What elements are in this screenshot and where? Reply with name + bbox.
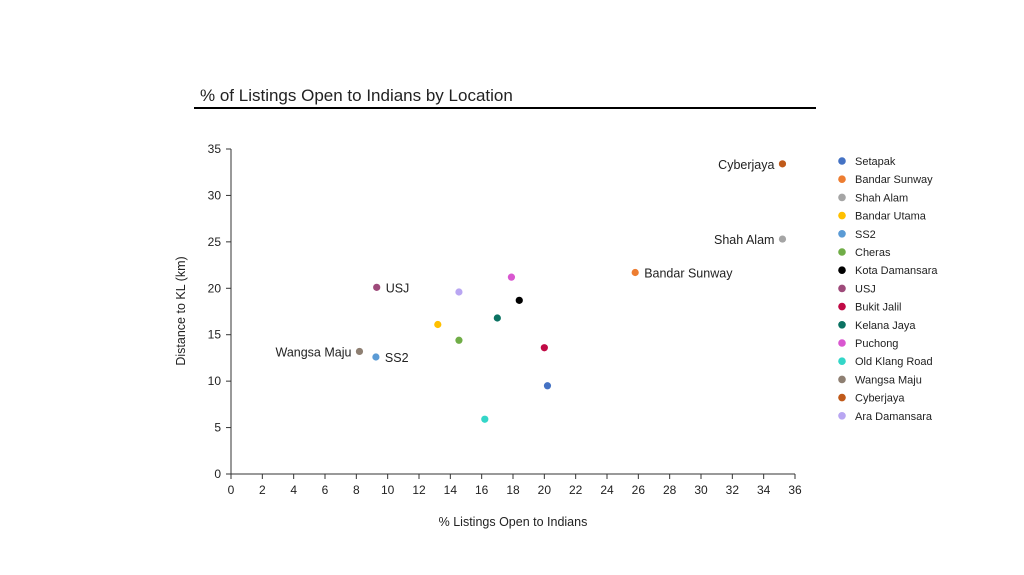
legend-label: Wangsa Maju [855, 374, 922, 386]
legend-label: Old Klang Road [855, 356, 933, 368]
legend-item: Cyberjaya [838, 393, 905, 405]
x-tick-label: 4 [290, 483, 297, 497]
legend-label: Ara Damansara [855, 411, 933, 423]
data-point [515, 296, 523, 304]
legend-label: USJ [855, 283, 876, 295]
x-tick-label: 14 [444, 483, 458, 497]
legend-label: SS2 [855, 229, 876, 241]
x-tick-label: 10 [381, 483, 395, 497]
legend-marker [838, 302, 846, 311]
x-tick-label: 36 [788, 483, 802, 497]
legend-item: Kota Damansara [838, 265, 938, 277]
data-point [355, 347, 364, 356]
legend-label: Cyberjaya [855, 393, 905, 405]
legend-label: Bandar Sunway [855, 174, 933, 186]
data-point [493, 314, 501, 322]
legend-marker [838, 412, 846, 420]
y-axis-label: Distance to KL (km) [174, 256, 188, 365]
legend-item: Wangsa Maju [838, 374, 922, 386]
legend-marker [838, 393, 846, 402]
point-label: Cyberjaya [718, 158, 774, 172]
legend-item: Bukit Jalil [838, 302, 901, 314]
legend-marker [838, 175, 846, 183]
x-tick-label: 18 [506, 483, 520, 497]
y-tick-label: 5 [214, 421, 221, 435]
legend-marker [838, 211, 846, 220]
data-point [631, 268, 639, 277]
legend-marker [838, 321, 846, 329]
x-tick-label: 30 [694, 483, 708, 497]
point-label: Bandar Sunway [644, 267, 733, 281]
x-axis-label: % Listings Open to Indians [439, 515, 588, 529]
legend-item: Setapak [838, 156, 896, 168]
data-point [543, 382, 552, 390]
legend-label: Setapak [855, 156, 896, 168]
x-tick-label: 34 [757, 483, 771, 497]
legend-item: SS2 [838, 229, 876, 241]
point-label: SS2 [385, 351, 409, 365]
x-tick-label: 20 [538, 483, 552, 497]
legend-label: Shah Alam [855, 192, 908, 204]
x-tick-label: 8 [353, 483, 360, 497]
legend-label: Kelana Jaya [855, 320, 916, 332]
legend-item: Puchong [838, 338, 898, 350]
y-tick-label: 35 [208, 142, 222, 156]
legend-label: Puchong [855, 338, 898, 350]
legend-item: Cheras [838, 247, 891, 259]
y-tick-label: 20 [208, 281, 222, 295]
legend-marker [838, 339, 846, 347]
data-point [778, 235, 787, 243]
data-point [434, 320, 442, 329]
point-label: Shah Alam [714, 233, 774, 247]
data-point [373, 283, 381, 291]
legend-item: Old Klang Road [838, 356, 933, 368]
legend-marker [838, 248, 846, 256]
data-point [507, 273, 516, 281]
legend-label: Kota Damansara [855, 265, 938, 277]
legend-item: Ara Damansara [838, 411, 933, 423]
point-label: Wangsa Maju [275, 345, 351, 359]
legend-item: Kelana Jaya [838, 320, 916, 332]
x-tick-label: 26 [632, 483, 646, 497]
x-tick-label: 16 [475, 483, 489, 497]
data-point [778, 160, 787, 168]
legend-item: Bandar Utama [838, 211, 927, 223]
legend-marker [838, 357, 846, 366]
legend-marker [838, 157, 846, 165]
legend-item: Bandar Sunway [838, 174, 933, 186]
data-point [540, 344, 548, 352]
data-point [455, 336, 463, 344]
x-tick-label: 12 [412, 483, 426, 497]
x-tick-label: 28 [663, 483, 677, 497]
x-tick-label: 32 [726, 483, 740, 497]
y-tick-label: 10 [208, 374, 222, 388]
y-tick-label: 30 [208, 188, 222, 202]
legend-label: Cheras [855, 247, 891, 259]
legend-marker [838, 375, 846, 384]
x-tick-label: 0 [228, 483, 235, 497]
data-point [481, 415, 489, 423]
y-tick-label: 0 [214, 467, 221, 481]
chart-title: % of Listings Open to Indians by Locatio… [200, 86, 513, 105]
legend-item: USJ [838, 283, 876, 295]
y-tick-label: 15 [208, 328, 222, 342]
legend-label: Bukit Jalil [855, 302, 901, 314]
x-tick-label: 24 [600, 483, 614, 497]
legend-label: Bandar Utama [855, 211, 927, 223]
legend-marker [838, 266, 846, 275]
y-tick-label: 25 [208, 235, 222, 249]
data-point [372, 353, 380, 361]
point-label: USJ [386, 281, 410, 295]
legend-marker [838, 284, 846, 293]
legend-item: Shah Alam [838, 192, 908, 204]
x-tick-label: 2 [259, 483, 266, 497]
legend-marker [838, 230, 846, 238]
x-tick-label: 22 [569, 483, 583, 497]
legend-marker [838, 193, 846, 202]
x-tick-label: 6 [322, 483, 329, 497]
data-point [455, 288, 463, 296]
